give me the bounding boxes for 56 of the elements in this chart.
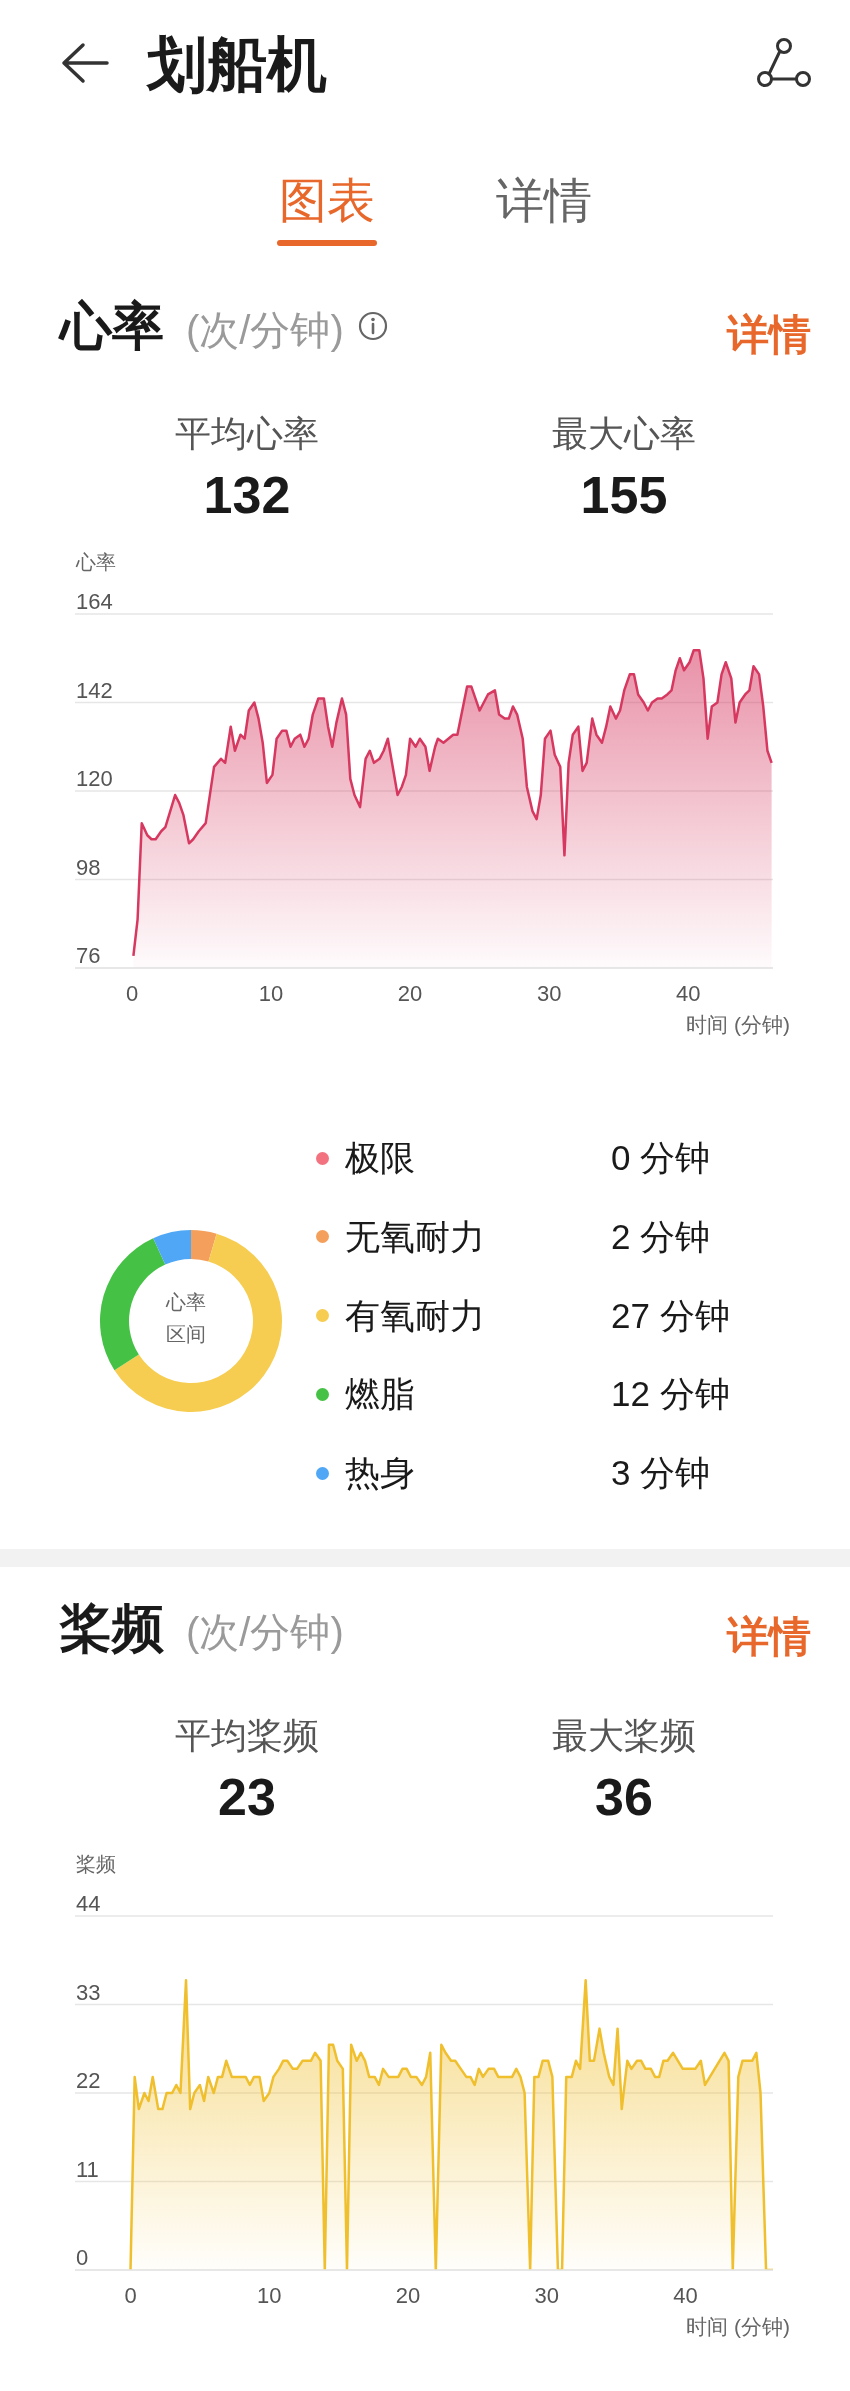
donut-slice	[153, 1230, 191, 1265]
y-tick-label: 142	[76, 677, 113, 703]
x-tick-label: 0	[125, 980, 139, 1006]
y-tick-label: 0	[76, 2245, 89, 2270]
text: 0 分钟	[611, 1138, 711, 1177]
legend-label: 无氧耐力	[345, 1216, 485, 1256]
x-tick-label: 20	[395, 2282, 421, 2308]
text: 详情	[727, 1613, 811, 1660]
legend-label: 极限	[345, 1138, 415, 1177]
donut-slice	[191, 1230, 217, 1262]
text: 155	[580, 466, 668, 524]
y-axis-title: 桨频	[76, 1853, 116, 1875]
text: 平均心率	[175, 413, 319, 454]
x-axis-title: 时间 (分钟)	[686, 1013, 790, 1036]
text: 36	[595, 1768, 653, 1826]
text: 23	[218, 1768, 276, 1826]
donut-slice	[100, 1238, 166, 1371]
x-tick-label: 40	[673, 2282, 698, 2308]
x-tick-label: 30	[534, 2282, 560, 2308]
text: 最大桨频	[552, 1715, 696, 1756]
y-tick-label: 11	[76, 2156, 99, 2182]
y-tick-label: 44	[76, 1891, 101, 1916]
y-tick-label: 120	[76, 766, 113, 791]
y-tick-label: 164	[76, 589, 113, 614]
x-tick-label: 20	[397, 980, 423, 1006]
y-tick-label: 98	[76, 854, 101, 880]
text: 心率区间	[164, 1290, 207, 1347]
y-tick-label: 33	[76, 1979, 101, 2005]
text: 划船机	[147, 31, 327, 98]
text: 平均桨频	[175, 1715, 319, 1756]
x-tick-label: 0	[124, 2282, 137, 2308]
chart-title: 桨频	[60, 1599, 164, 1657]
x-tick-label: 30	[536, 980, 562, 1006]
x-axis-title: 时间 (分钟)	[686, 2315, 790, 2338]
x-tick-label: 40	[675, 980, 701, 1006]
chart-subtitle: (次/分钟)	[186, 308, 344, 352]
donut-slice	[114, 1233, 282, 1412]
text: 图表	[279, 174, 375, 227]
text: 详情	[727, 311, 811, 358]
y-axis-title: 心率	[76, 551, 116, 573]
legend-label: 燃脂	[345, 1374, 415, 1414]
text: 132	[203, 466, 291, 524]
data-label: 3 分钟	[611, 1453, 711, 1492]
text: 最大心率	[552, 413, 696, 454]
y-tick-label: 76	[76, 943, 101, 968]
chart-subtitle: (次/分钟)	[186, 1610, 344, 1654]
legend-label: 热身	[345, 1453, 415, 1492]
legend-label: 有氧耐力	[345, 1295, 485, 1335]
x-tick-label: 10	[258, 980, 284, 1006]
text: 详情	[496, 174, 592, 227]
data-label: 27 分钟	[611, 1295, 730, 1335]
x-tick-label: 10	[257, 2282, 282, 2308]
data-label: 2 分钟	[611, 1216, 711, 1256]
data-label: 12 分钟	[611, 1374, 730, 1414]
chart-title: 心率	[60, 297, 164, 355]
y-tick-label: 22	[76, 2068, 101, 2093]
